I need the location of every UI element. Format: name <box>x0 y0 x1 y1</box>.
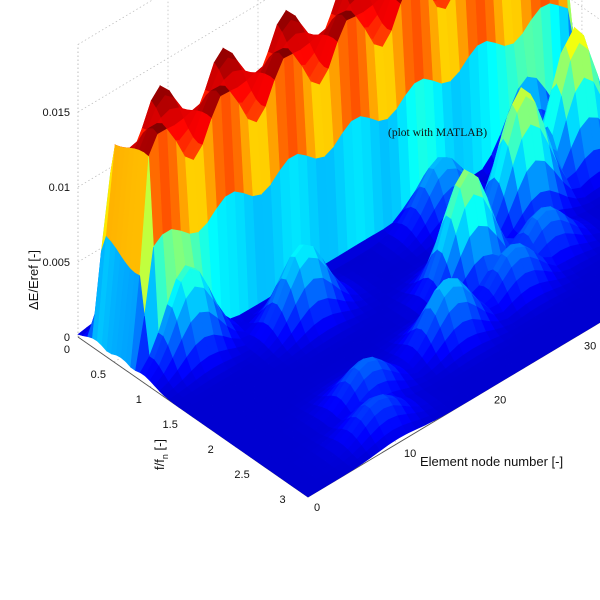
z-tick-label: 0.015 <box>42 107 70 119</box>
z-axis-label: ΔE/Eref [-] <box>26 250 41 310</box>
y-tick-label: 2 <box>208 444 214 456</box>
plot-annotation: (plot with MATLAB) <box>388 127 487 139</box>
x-tick-label: 10 <box>404 448 416 460</box>
y-axis-label-sub: n <box>160 454 170 459</box>
y-tick-label: 1 <box>136 394 142 406</box>
x-tick-label: 30 <box>584 340 596 352</box>
surface-patch <box>302 487 318 498</box>
x-tick-label: 20 <box>494 394 506 406</box>
x-axis-label: Element node number [-] <box>420 454 563 469</box>
x-tick-label: 0 <box>314 502 320 514</box>
z-tick-label: 0.005 <box>42 257 70 269</box>
y-tick-label: 3 <box>280 494 286 506</box>
y-tick-label: 0 <box>64 344 70 356</box>
y-tick-label: 2.5 <box>234 469 249 481</box>
y-axis-label: f/fn [-] <box>152 439 170 470</box>
y-axis-label-suffix: [-] <box>152 439 167 454</box>
z-tick-label: 0.01 <box>49 182 70 194</box>
y-tick-label: 1.5 <box>163 419 178 431</box>
y-axis-label-main: f/f <box>152 459 167 470</box>
z-tick-label: 0 <box>64 332 70 344</box>
surface-mesh <box>77 0 600 498</box>
y-tick-label: 0.5 <box>91 369 106 381</box>
